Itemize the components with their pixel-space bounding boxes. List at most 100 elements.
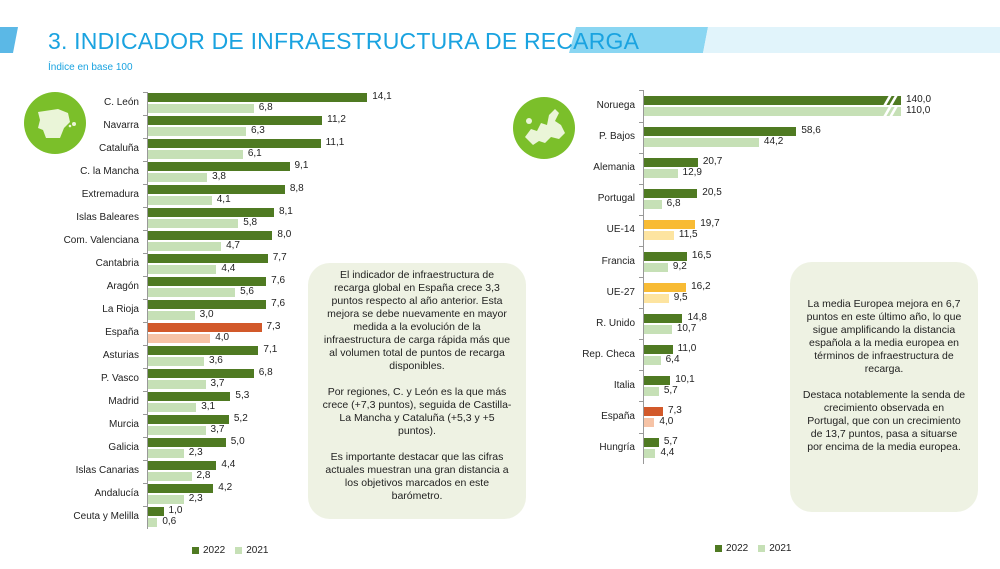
data-label-2021: 5,8 — [243, 217, 258, 228]
bar-2022 — [148, 277, 267, 286]
data-label-2022: 16,2 — [691, 280, 711, 292]
left-legend: 2022 2021 — [192, 545, 269, 556]
axis-tick — [143, 275, 147, 277]
axis-tick — [143, 137, 147, 139]
data-label-2022: 14,1 — [372, 91, 392, 102]
bar-2022 — [148, 208, 274, 217]
bar-2021 — [148, 472, 192, 481]
data-label-2022: 6,8 — [258, 367, 273, 378]
bar-2021 — [644, 138, 759, 148]
category-label: Madrid — [108, 396, 139, 407]
bar-2021 — [148, 196, 212, 205]
axis-tick — [143, 206, 147, 208]
category-label: Noruega — [596, 100, 635, 111]
bar-2021 — [148, 495, 184, 504]
legend-2021: 2021 — [769, 543, 792, 554]
bar-2022 — [148, 93, 368, 102]
category-label: Portugal — [597, 193, 635, 205]
axis-tick — [143, 436, 147, 438]
data-label-2021: 0,6 — [162, 516, 177, 527]
axis-tick — [143, 91, 147, 93]
data-label-2021: 3,7 — [210, 378, 225, 389]
axis-tick — [639, 308, 643, 310]
category-label: Alemania — [593, 162, 635, 174]
bar-2022 — [644, 96, 901, 105]
data-label-2021: 10,7 — [676, 322, 697, 334]
data-label-2021: 6,1 — [247, 148, 262, 159]
axis-tick — [639, 245, 643, 247]
data-label-2021: 9,5 — [673, 291, 688, 303]
category-label: Islas Baleares — [76, 212, 139, 223]
data-label-2021: 4,0 — [215, 332, 230, 343]
bar-2022 — [148, 369, 254, 378]
y-axis — [147, 91, 148, 529]
data-label-2022: 4,2 — [218, 482, 233, 493]
category-label: R. Unido — [596, 317, 635, 329]
data-label-2021: 6,3 — [250, 125, 265, 136]
data-label-2022: 8,1 — [278, 206, 293, 217]
bar-2022 — [644, 407, 663, 416]
data-label-2021: 2,3 — [188, 447, 203, 458]
data-label-2022: 1,0 — [168, 505, 183, 516]
data-label-2021: 11,5 — [678, 229, 698, 241]
axis-tick — [639, 277, 643, 279]
data-label-2021: 3,7 — [210, 424, 225, 435]
category-label: España — [105, 327, 139, 338]
axis-tick — [143, 183, 147, 185]
category-label: Islas Canarias — [75, 465, 139, 476]
data-label-2022: 11,2 — [327, 114, 346, 125]
axis-tick — [639, 214, 643, 216]
category-label: Cataluña — [98, 143, 139, 154]
bar-2022 — [148, 254, 268, 263]
bar-2021 — [148, 173, 208, 182]
bar-2021 — [148, 380, 206, 389]
bar-2021 — [644, 231, 674, 241]
data-label-2021: 3,1 — [201, 401, 216, 412]
bar-2021 — [644, 449, 656, 459]
bar-2022 — [644, 158, 698, 168]
category-label: Italia — [613, 379, 635, 391]
category-label: UE-14 — [606, 224, 635, 236]
bar-2022 — [148, 323, 262, 332]
category-label: La Rioja — [102, 304, 139, 315]
data-label-2021: 4,1 — [216, 194, 231, 205]
data-label-2022: 8,0 — [277, 229, 292, 240]
y-axis — [643, 90, 644, 464]
category-label: UE-27 — [606, 286, 635, 298]
category-label: Com. Valenciana — [63, 235, 139, 246]
data-label-2021: 4,4 — [221, 263, 236, 274]
page-subtitle: Índice en base 100 — [48, 62, 133, 73]
bar-2021 — [644, 107, 901, 116]
axis-tick — [143, 298, 147, 300]
data-label-2022: 5,0 — [230, 436, 245, 447]
bar-2022 — [148, 162, 290, 171]
right-legend: 2022 2021 — [715, 543, 792, 554]
data-label-2022: 14,8 — [687, 311, 707, 323]
data-label-2022: 9,1 — [294, 160, 309, 171]
axis-tick — [639, 183, 643, 185]
bar-2022 — [644, 189, 698, 199]
bar-2022 — [148, 346, 259, 355]
bar-2022 — [148, 300, 267, 309]
data-label-2022: 19,7 — [700, 218, 720, 230]
bar-2022 — [148, 185, 285, 194]
left-text-box: El indicador de infraestructura de recar… — [308, 263, 526, 519]
bar-2021 — [644, 293, 669, 303]
legend-swatch-2022 — [192, 547, 199, 554]
bar-2021 — [148, 127, 246, 136]
bar-2022 — [644, 220, 696, 230]
axis-tick — [143, 321, 147, 323]
bar-2021 — [644, 262, 668, 272]
category-label: Extremadura — [81, 189, 139, 200]
bar-2021 — [644, 200, 662, 210]
bar-2021 — [148, 334, 211, 343]
bar-2021 — [148, 426, 206, 435]
category-label: Navarra — [103, 120, 139, 131]
category-label: Hungría — [599, 442, 635, 454]
axis-tick — [143, 367, 147, 369]
category-label: Andalucía — [94, 488, 139, 499]
right-text-p1: La media Europea mejora en 6,7 puntos en… — [806, 298, 962, 375]
data-label-2022: 11,1 — [325, 137, 345, 148]
data-label-2022: 7,6 — [271, 275, 286, 286]
bar-2021 — [148, 150, 243, 159]
